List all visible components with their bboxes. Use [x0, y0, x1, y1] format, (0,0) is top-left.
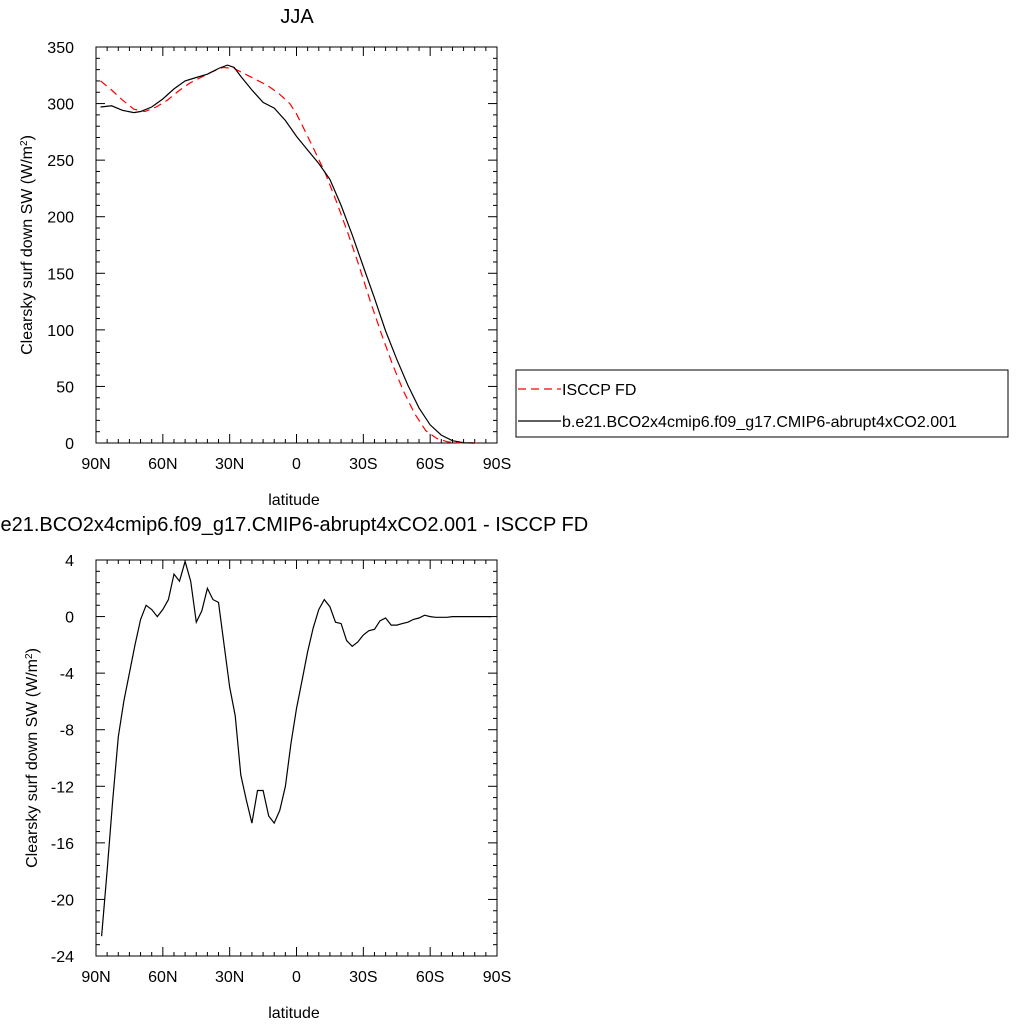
bottom-y-axis-label-sup: 2	[24, 653, 35, 659]
top-y-axis-label-sup: 2	[19, 140, 30, 146]
bottom-y-tick-label: -16	[51, 836, 74, 853]
top-y-tick-label: 200	[47, 210, 74, 227]
legend: ISCCP FD b.e21.BCO2x4cmip6.f09_g17.CMIP6…	[515, 369, 1009, 438]
bottom-x-axis-label: latitude	[268, 1005, 320, 1022]
bottom-y-axis-label-end: )	[24, 648, 41, 653]
bottom-series-line-0	[101, 559, 492, 937]
bottom-x-tick-label: 30N	[215, 969, 244, 986]
top-y-tick-label: 250	[47, 153, 74, 170]
top-x-tick-label: 0	[292, 456, 301, 473]
top-y-tick-label: 100	[47, 323, 74, 340]
top-y-axis-label-main: Clearsky surf down SW (W/m	[19, 146, 36, 355]
bottom-y-tick-label: 4	[65, 553, 74, 570]
top-y-axis-label: Clearsky surf down SW (W/m2)	[19, 135, 37, 355]
bottom-y-axis: -24 -20 -16 -12 -8 -4 0 4	[51, 553, 497, 966]
bottom-y-tick-label: -24	[51, 949, 74, 966]
top-x-tick-label: 30S	[349, 456, 377, 473]
bottom-y-tick-label: -12	[51, 779, 74, 796]
top-y-tick-label: 300	[47, 97, 74, 114]
top-x-tick-label: 60S	[416, 456, 444, 473]
legend-label-model: b.e21.BCO2x4cmip6.f09_g17.CMIP6-abrupt4x…	[562, 414, 957, 431]
top-y-tick-label: 150	[47, 266, 74, 283]
top-y-axis-label-end: )	[19, 135, 36, 140]
legend-label-isccp: ISCCP FD	[562, 382, 636, 399]
bottom-y-tick-label: 0	[65, 610, 74, 627]
top-series-line-0	[100, 66, 477, 444]
bottom-x-tick-label: 60S	[416, 969, 444, 986]
top-x-tick-label: 60N	[148, 456, 177, 473]
bottom-x-tick-label: 30S	[349, 969, 377, 986]
top-x-tick-label: 90S	[483, 456, 511, 473]
top-x-tick-label: 30N	[215, 456, 244, 473]
top-y-tick-label: 350	[47, 40, 74, 57]
top-x-axis-label: latitude	[268, 492, 320, 509]
bottom-chart: b.e21.BCO2x4cmip6.f09_g17.CMIP6-abrupt4x…	[0, 514, 588, 1022]
top-series-group	[100, 64, 477, 444]
top-y-tick-label: 50	[56, 379, 74, 396]
top-series-line-1	[100, 64, 475, 444]
bottom-x-tick-label: 90S	[483, 969, 511, 986]
bottom-y-tick-label: -8	[60, 723, 74, 740]
top-y-axis: 0 50 100 150 200 250 300 350	[47, 40, 497, 453]
top-chart-title: JJA	[280, 6, 314, 28]
bottom-y-tick-label: -20	[51, 892, 74, 909]
legend-box	[515, 369, 1009, 438]
bottom-x-axis: 90N 60N 30N 0 30S 60S 90S	[81, 560, 511, 986]
bottom-chart-plot-frame	[95, 559, 498, 957]
top-y-tick-label: 0	[65, 436, 74, 453]
top-x-tick-label: 90N	[81, 456, 110, 473]
bottom-chart-title: b.e21.BCO2x4cmip6.f09_g17.CMIP6-abrupt4x…	[0, 514, 588, 536]
bottom-y-axis-label: Clearsky surf down SW (W/m2)	[24, 648, 42, 868]
bottom-x-tick-label: 0	[292, 969, 301, 986]
top-chart: JJA 90N 60N 30N 0 30S 60S 90S 0 50 100 150 200 250 3…	[19, 6, 1009, 509]
bottom-series-group	[101, 559, 492, 937]
bottom-y-axis-label-main: Clearsky surf down SW (W/m	[24, 659, 41, 868]
bottom-y-tick-label: -4	[60, 666, 74, 683]
bottom-x-tick-label: 90N	[81, 969, 110, 986]
bottom-x-tick-label: 60N	[148, 969, 177, 986]
top-x-axis: 90N 60N 30N 0 30S 60S 90S	[81, 47, 511, 473]
